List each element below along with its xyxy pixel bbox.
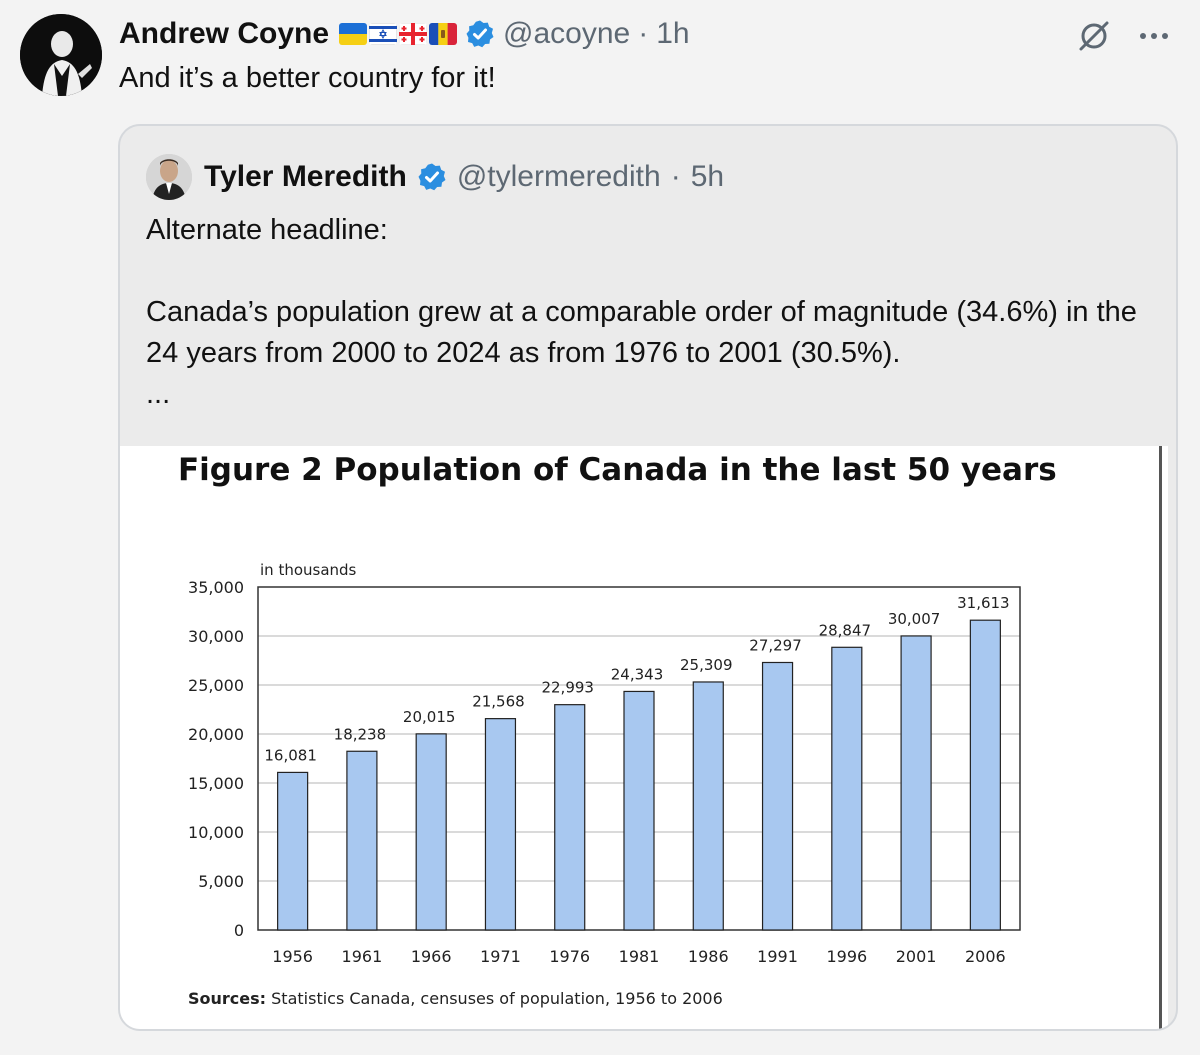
x-tick-label: 1996 [826, 947, 867, 966]
flag-moldova-icon [429, 23, 458, 45]
x-tick-label: 2006 [965, 947, 1006, 966]
y-tick-label: 20,000 [188, 725, 244, 744]
quoted-verified-icon [417, 162, 447, 192]
data-label-1961: 18,238 [334, 725, 387, 743]
y-axis-label: in thousands [260, 561, 357, 579]
x-tick-label: 1966 [411, 947, 452, 966]
post-header: Andrew Coyne @acoyne · 1h [119, 14, 690, 54]
flag-emojis [339, 23, 458, 45]
data-label-1986: 25,309 [680, 656, 733, 674]
data-label-1991: 27,297 [749, 636, 802, 654]
post-timestamp[interactable]: 1h [656, 17, 690, 50]
x-tick-label: 1981 [619, 947, 660, 966]
y-tick-label: 30,000 [188, 627, 244, 646]
quoted-post-text: Alternate headline: Canada’s population … [146, 210, 1156, 415]
verified-icon [465, 19, 495, 49]
quoted-separator-dot: · [670, 160, 681, 193]
bar-1976 [554, 704, 586, 931]
data-label-1971: 21,568 [472, 693, 525, 711]
more-icon[interactable] [1138, 18, 1170, 54]
data-label-2001: 30,007 [888, 610, 941, 628]
data-label-2006: 31,613 [957, 594, 1010, 612]
y-tick-label: 10,000 [188, 823, 244, 842]
quoted-line-ellipsis: ... [146, 378, 171, 410]
bar-1966 [415, 733, 447, 931]
flag-georgia-icon [399, 23, 428, 45]
x-tick-label: 1991 [757, 947, 798, 966]
y-tick-label: 35,000 [188, 578, 244, 597]
quoted-timestamp[interactable]: 5h [690, 160, 725, 193]
y-tick-label: 0 [234, 921, 244, 940]
chart-title: Figure 2 Population of Canada in the las… [178, 452, 1057, 488]
data-label-1981: 24,343 [611, 665, 664, 683]
y-tick-label: 15,000 [188, 774, 244, 793]
quoted-author-avatar[interactable] [146, 154, 192, 200]
post-actions [1076, 18, 1170, 54]
author-avatar[interactable] [20, 14, 102, 96]
bar-1971 [484, 718, 517, 931]
data-label-1996: 28,847 [819, 621, 872, 639]
chart-image[interactable]: Figure 2 Population of Canada in the las… [120, 446, 1168, 1029]
x-tick-label: 1961 [342, 947, 383, 966]
chart-source: Sources: Statistics Canada, censuses of … [188, 989, 723, 1008]
bar-1991 [761, 661, 794, 931]
image-edge [1159, 446, 1162, 1029]
quoted-author-name[interactable]: Tyler Meredith [204, 160, 407, 193]
quoted-post[interactable]: Tyler Meredith @tylermeredith · 5h Alter… [118, 124, 1178, 1031]
mute-icon[interactable] [1076, 18, 1112, 54]
quoted-post-header: Tyler Meredith @tylermeredith · 5h [146, 154, 724, 200]
post-text: And it’s a better country for it! [119, 62, 496, 94]
source-label: Sources: [188, 989, 267, 1008]
y-tick-label: 25,000 [188, 676, 244, 695]
flag-israel-icon [369, 23, 398, 45]
bar-chart: 0 5,000 10,000 15,000 20,000 25,000 30,000 35,0… [188, 561, 1021, 966]
source-text: Statistics Canada, censuses of populatio… [266, 989, 723, 1008]
x-tick-label: 1971 [480, 947, 521, 966]
x-tick-label: 1986 [688, 947, 729, 966]
quoted-line-headline: Alternate headline: [146, 214, 388, 246]
bar-2006 [969, 619, 1001, 931]
bar-2001 [900, 635, 932, 931]
data-label-1956: 16,081 [264, 746, 317, 764]
x-tick-label: 2001 [896, 947, 937, 966]
separator-dot: · [638, 17, 649, 50]
flag-ukraine-icon [339, 23, 368, 45]
x-tick-label: 1976 [549, 947, 590, 966]
x-tick-label: 1956 [272, 947, 313, 966]
bar-1986 [692, 681, 724, 931]
bar-1981 [623, 690, 655, 931]
data-label-1966: 20,015 [403, 708, 456, 726]
quoted-author-handle[interactable]: @tylermeredith [456, 160, 661, 193]
data-label-1976: 22,993 [541, 679, 594, 697]
y-tick-label: 5,000 [198, 872, 244, 891]
quoted-line-body: Canada’s population grew at a comparable… [146, 296, 1137, 369]
author-name[interactable]: Andrew Coyne [119, 17, 330, 50]
bar-1996 [831, 646, 863, 931]
author-handle[interactable]: @acoyne [503, 17, 631, 50]
bar-1961 [346, 750, 378, 931]
bar-1956 [277, 771, 309, 931]
